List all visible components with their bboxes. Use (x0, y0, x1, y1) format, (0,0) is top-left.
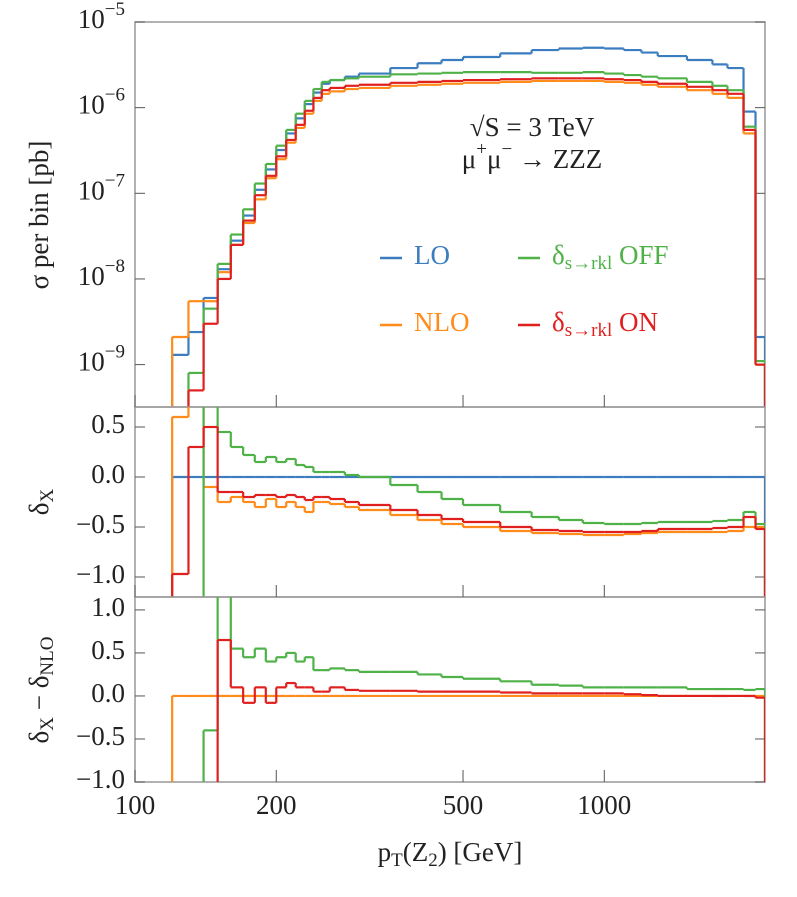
y-tick-label: 0.0 (91, 459, 125, 489)
y-axis-label: δX (24, 489, 58, 516)
legend-label: δs→rkl ON (552, 307, 658, 341)
y-tick-label: 0.5 (91, 409, 125, 439)
y-tick-label: 0.0 (91, 678, 125, 708)
y-axis-label: δX − δNLO (24, 637, 58, 744)
plot-area (171, 597, 765, 782)
y-tick-label: 10−7 (78, 171, 125, 206)
legend-label: NLO (414, 307, 470, 337)
plot-area (171, 407, 765, 597)
x-tick-label: 200 (256, 790, 297, 820)
legend-label: LO (414, 240, 450, 270)
y-tick-label: −0.5 (76, 509, 125, 539)
x-tick-label: 500 (443, 790, 484, 820)
y-axis-label: σ per bin [pb] (24, 141, 54, 290)
y-tick-label: −1.0 (76, 764, 125, 794)
plot-area (171, 46, 765, 407)
annotation: √S = 3 TeV (470, 112, 595, 142)
annotation: μ+μ− → ZZZ (462, 139, 602, 174)
y-tick-label: 10−8 (78, 256, 125, 291)
y-tick-label: 1.0 (91, 592, 125, 622)
x-tick-label: 1000 (577, 790, 631, 820)
y-tick-label: −1.0 (76, 559, 125, 589)
y-tick-label: −0.5 (76, 721, 125, 751)
plot-frame (134, 21, 766, 408)
y-tick-label: 0.5 (91, 635, 125, 665)
x-axis-label: pT(Z2) [GeV] (378, 837, 523, 871)
legend-label: δs→rkl OFF (552, 240, 669, 274)
x-tick-label: 100 (115, 790, 156, 820)
y-tick-label: 10−6 (78, 85, 125, 120)
y-tick-label: 10−5 (78, 0, 125, 34)
y-tick-label: 10−9 (78, 342, 125, 377)
plot-frame (134, 596, 766, 783)
